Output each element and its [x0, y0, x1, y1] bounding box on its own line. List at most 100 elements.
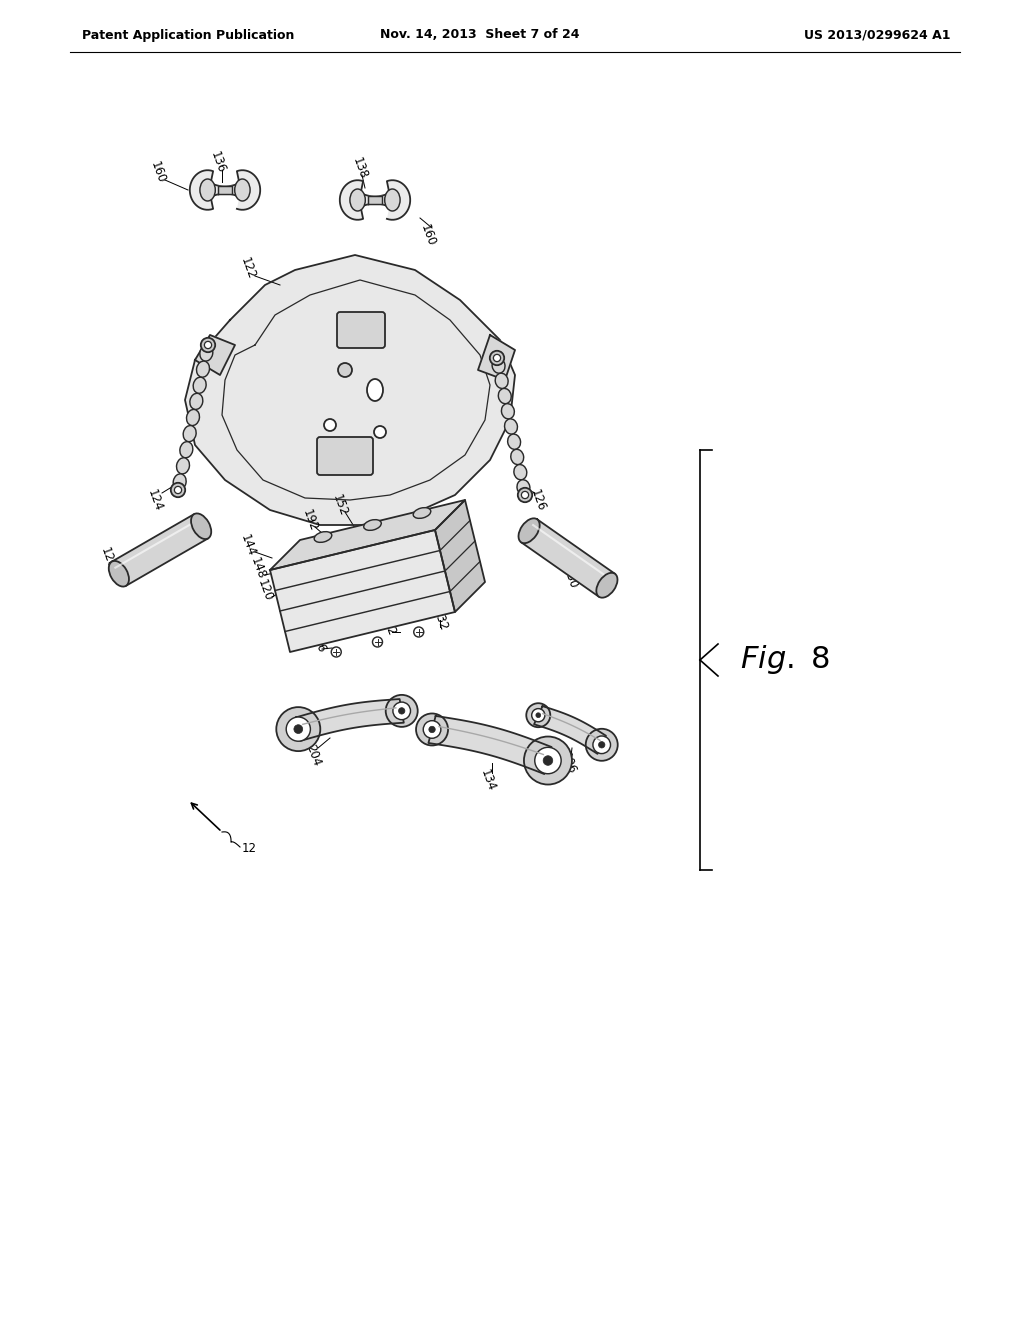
Text: 124: 124: [145, 487, 165, 512]
Text: 144: 144: [238, 532, 258, 558]
Polygon shape: [535, 706, 606, 754]
Ellipse shape: [189, 393, 203, 409]
Text: 154: 154: [435, 507, 455, 533]
Circle shape: [543, 756, 553, 766]
Text: 126: 126: [528, 487, 548, 512]
Circle shape: [593, 737, 610, 754]
Text: 138: 138: [350, 156, 370, 181]
Ellipse shape: [596, 573, 617, 598]
Ellipse shape: [186, 409, 200, 425]
Polygon shape: [112, 513, 208, 586]
Polygon shape: [435, 500, 485, 612]
Text: 194: 194: [430, 552, 450, 578]
Text: 120: 120: [255, 577, 274, 603]
Text: Nov. 14, 2013  Sheet 7 of 24: Nov. 14, 2013 Sheet 7 of 24: [380, 29, 580, 41]
Circle shape: [524, 737, 572, 784]
Circle shape: [535, 747, 561, 774]
Ellipse shape: [183, 425, 197, 442]
Text: 134: 134: [478, 767, 498, 793]
Polygon shape: [218, 186, 232, 194]
Circle shape: [586, 729, 617, 760]
Text: 148: 148: [248, 556, 268, 581]
Circle shape: [393, 702, 411, 719]
Ellipse shape: [180, 442, 193, 458]
Circle shape: [286, 717, 310, 742]
Circle shape: [201, 338, 215, 352]
Circle shape: [398, 708, 404, 714]
Ellipse shape: [350, 189, 366, 211]
Text: 12: 12: [242, 842, 257, 854]
Circle shape: [531, 709, 545, 722]
Text: 130: 130: [560, 565, 580, 590]
Text: 128: 128: [98, 545, 118, 570]
Polygon shape: [185, 255, 515, 525]
Circle shape: [521, 491, 528, 499]
Text: US 2013/0299624 A1: US 2013/0299624 A1: [804, 29, 950, 41]
Ellipse shape: [514, 465, 526, 479]
Text: $\it{Fig.}$ $\it{8}$: $\it{Fig.}$ $\it{8}$: [740, 644, 830, 676]
Polygon shape: [296, 700, 403, 741]
Ellipse shape: [176, 458, 189, 474]
Text: 142: 142: [378, 612, 398, 638]
Text: 136: 136: [208, 149, 228, 174]
Text: 132: 132: [430, 607, 450, 632]
Ellipse shape: [109, 561, 129, 586]
Circle shape: [489, 351, 504, 366]
Circle shape: [416, 714, 449, 746]
Ellipse shape: [385, 189, 400, 211]
Text: 146: 146: [420, 593, 440, 618]
Circle shape: [294, 725, 303, 734]
Polygon shape: [340, 181, 411, 219]
Ellipse shape: [518, 519, 540, 544]
Text: 206: 206: [558, 750, 578, 775]
Ellipse shape: [200, 345, 213, 362]
Text: 122: 122: [238, 255, 258, 281]
Polygon shape: [195, 335, 234, 375]
Text: 204: 204: [303, 742, 323, 768]
Ellipse shape: [493, 358, 505, 374]
Ellipse shape: [173, 474, 186, 490]
Polygon shape: [478, 335, 515, 380]
Circle shape: [414, 627, 424, 638]
Circle shape: [171, 483, 185, 498]
Circle shape: [174, 486, 181, 494]
Ellipse shape: [367, 379, 383, 401]
Ellipse shape: [499, 388, 511, 404]
Circle shape: [338, 363, 352, 378]
Text: Patent Application Publication: Patent Application Publication: [82, 29, 294, 41]
Circle shape: [423, 721, 441, 738]
Polygon shape: [189, 170, 260, 210]
Text: 160: 160: [148, 160, 168, 185]
Ellipse shape: [200, 180, 215, 201]
Circle shape: [429, 726, 435, 733]
Ellipse shape: [508, 434, 520, 449]
Ellipse shape: [517, 479, 529, 495]
Circle shape: [331, 647, 341, 657]
Ellipse shape: [505, 418, 517, 434]
Polygon shape: [270, 500, 465, 570]
Circle shape: [494, 354, 501, 362]
Circle shape: [526, 704, 550, 727]
Ellipse shape: [414, 508, 431, 519]
Text: 192: 192: [300, 507, 319, 533]
Circle shape: [373, 638, 383, 647]
Circle shape: [374, 426, 386, 438]
Polygon shape: [521, 519, 615, 597]
Ellipse shape: [191, 513, 211, 539]
Ellipse shape: [364, 520, 381, 531]
Circle shape: [276, 708, 321, 751]
Polygon shape: [270, 531, 455, 652]
Polygon shape: [428, 715, 552, 774]
Circle shape: [205, 342, 212, 348]
Ellipse shape: [197, 362, 210, 378]
Text: 150: 150: [410, 573, 430, 598]
Circle shape: [598, 742, 605, 748]
Ellipse shape: [511, 449, 523, 465]
Text: 196: 196: [308, 630, 328, 655]
Circle shape: [324, 418, 336, 432]
Circle shape: [386, 694, 418, 727]
FancyBboxPatch shape: [317, 437, 373, 475]
FancyBboxPatch shape: [337, 312, 385, 348]
Text: 156: 156: [285, 610, 305, 635]
Circle shape: [518, 488, 532, 502]
